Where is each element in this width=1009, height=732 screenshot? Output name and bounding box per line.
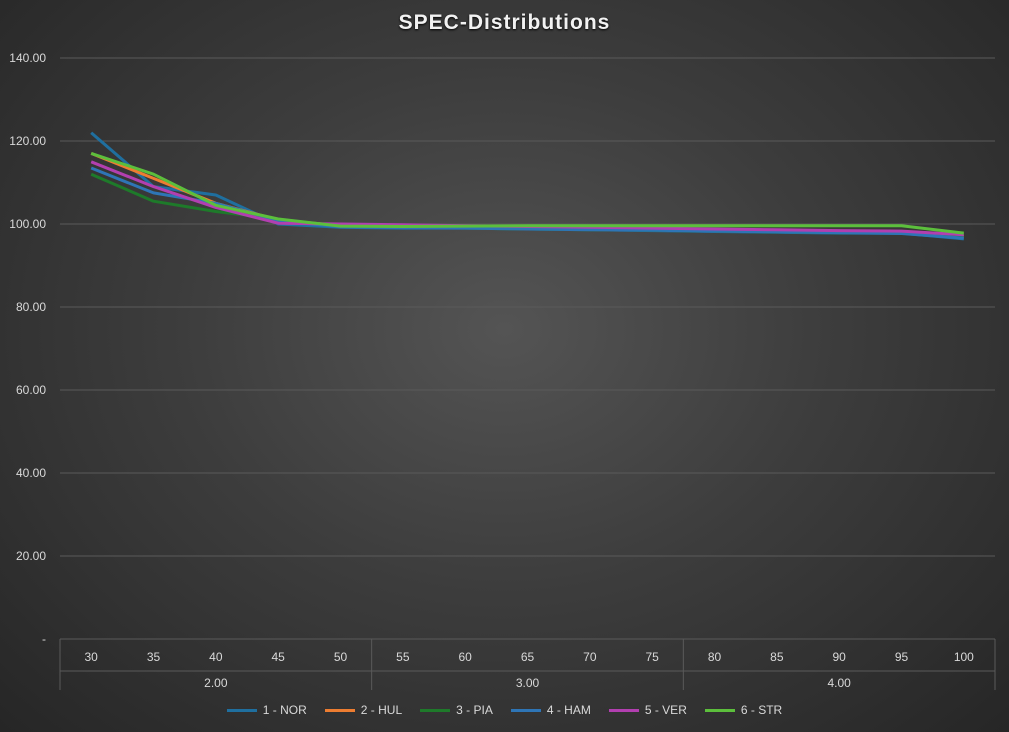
legend-label: 5 - VER: [644, 703, 687, 717]
x-tick-label: 70: [583, 650, 597, 664]
y-tick-label: 120.00: [9, 134, 46, 148]
x-group-label: 2.00: [204, 676, 228, 690]
x-tick-label: 45: [271, 650, 285, 664]
x-tick-label: 90: [832, 650, 846, 664]
legend-item: 1 - NOR: [226, 703, 307, 717]
x-tick-label: 50: [334, 650, 348, 664]
legend-item: 2 - HUL: [324, 703, 403, 717]
y-tick-label: -: [42, 632, 46, 646]
legend-label: 4 - HAM: [546, 703, 591, 717]
x-tick-label: 85: [770, 650, 784, 664]
chart-title: SPEC-Distributions: [398, 11, 611, 34]
y-tick-label: 140.00: [9, 51, 46, 65]
legend-item: 6 - STR: [704, 703, 783, 717]
x-tick-label: 100: [954, 650, 974, 664]
legend-label: 2 - HUL: [360, 703, 403, 717]
chart-legend: 1 - NOR 2 - HUL 3 - PIA 4 - HAM 5 - VER 6 - S…: [0, 703, 1009, 717]
series-line: [90, 131, 964, 241]
x-tick-label: 30: [84, 650, 98, 664]
x-tick-label: 95: [895, 650, 909, 664]
legend-item: 5 - VER: [608, 703, 687, 717]
x-tick-label: 65: [521, 650, 535, 664]
x-group-label: 3.00: [516, 676, 540, 690]
legend-swatch: [324, 708, 355, 712]
legend-item: 3 - PIA: [420, 703, 493, 717]
legend-label: 3 - PIA: [456, 703, 493, 717]
y-tick-label: 100.00: [9, 217, 46, 231]
legend-label: 6 - STR: [740, 703, 783, 717]
x-group-label: 4.00: [827, 676, 851, 690]
series-line: [90, 151, 964, 235]
legend-swatch: [704, 708, 735, 712]
x-tick-label: 55: [396, 650, 410, 664]
x-tick-label: 75: [645, 650, 659, 664]
y-tick-label: 20.00: [16, 549, 46, 563]
legend-swatch: [420, 708, 451, 712]
y-tick-label: 60.00: [16, 383, 46, 397]
y-tick-label: 80.00: [16, 300, 46, 314]
legend-label: 1 - NOR: [262, 703, 307, 717]
legend-swatch: [608, 708, 639, 712]
x-tick-label: 40: [209, 650, 223, 664]
legend-swatch: [510, 708, 541, 712]
legend-swatch: [226, 708, 257, 712]
x-tick-label: 60: [458, 650, 472, 664]
x-tick-label: 80: [708, 650, 722, 664]
legend-item: 4 - HAM: [510, 703, 591, 717]
y-tick-label: 40.00: [16, 466, 46, 480]
x-tick-label: 35: [147, 650, 161, 664]
